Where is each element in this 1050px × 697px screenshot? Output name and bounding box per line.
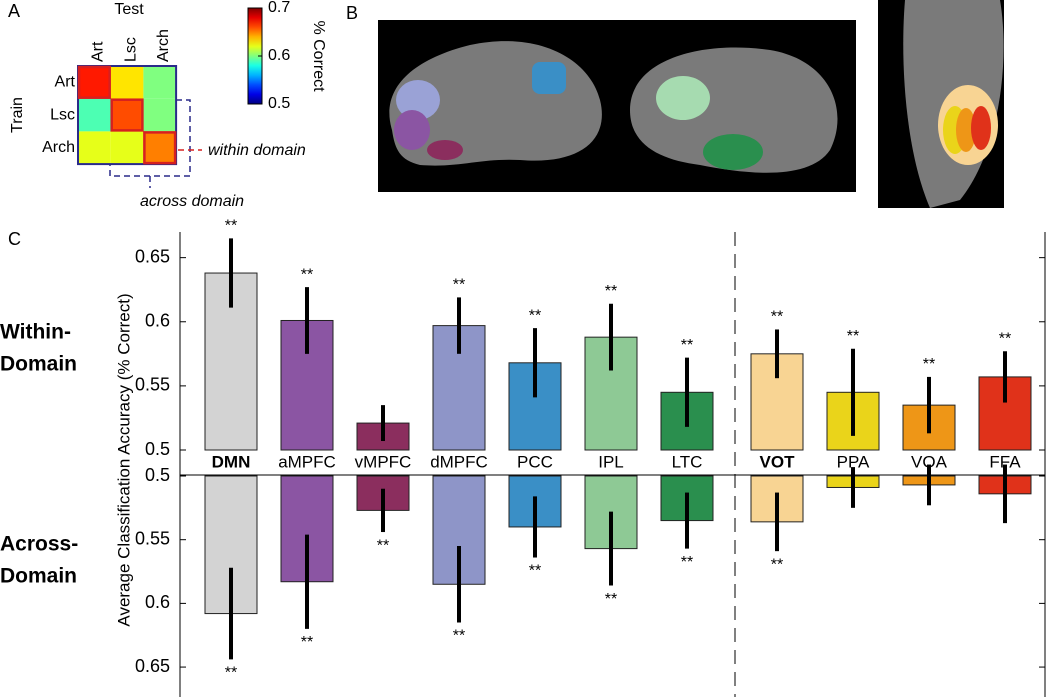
y-tick-label: Arch bbox=[42, 139, 75, 156]
heatmap-cell bbox=[143, 66, 177, 99]
significance: ** bbox=[377, 537, 389, 554]
x-tick-label: Lsc bbox=[122, 37, 139, 62]
significance: ** bbox=[301, 634, 313, 651]
colorbar-tick-label: 0.7 bbox=[268, 0, 290, 16]
y-tick-label: 0.6 bbox=[145, 311, 170, 331]
heatmap-cell bbox=[110, 98, 144, 132]
significance: ** bbox=[771, 556, 783, 573]
significance: ** bbox=[681, 554, 693, 571]
x-tick-label: PCC bbox=[517, 452, 553, 471]
x-tick-label: LTC bbox=[672, 452, 703, 471]
panel-label: C bbox=[8, 229, 21, 249]
brain-images bbox=[378, 0, 1004, 208]
x-tick-label: PPA bbox=[837, 452, 870, 471]
heatmap-cell bbox=[110, 66, 144, 99]
x-tick-label: vMPFC bbox=[355, 452, 412, 471]
significance: ** bbox=[453, 277, 465, 294]
diagonal-outline bbox=[143, 131, 177, 165]
panel-label: B bbox=[346, 3, 358, 23]
y-tick-label: 0.65 bbox=[135, 246, 170, 266]
y-tick-label: 0.55 bbox=[135, 528, 170, 548]
significance: ** bbox=[847, 328, 859, 345]
y-tick-label: Lsc bbox=[50, 106, 75, 123]
bracket bbox=[109, 99, 191, 188]
panel-row-label: Across- bbox=[0, 533, 78, 556]
significance: ** bbox=[453, 628, 465, 645]
panel-row-label: Domain bbox=[0, 353, 77, 376]
heatmap-cell bbox=[78, 66, 111, 99]
diagonal-outline bbox=[110, 98, 144, 132]
significance: ** bbox=[605, 283, 617, 300]
y-axis-label: Train bbox=[9, 97, 26, 133]
colorbar-tick-label: 0.5 bbox=[268, 95, 290, 112]
x-axis-label: Test bbox=[114, 1, 144, 18]
y-tick-label: 0.55 bbox=[135, 375, 170, 395]
annotation: within domain bbox=[208, 142, 306, 159]
significance: ** bbox=[771, 309, 783, 326]
x-tick-label: FFA bbox=[989, 452, 1021, 471]
y-tick-label: 0.65 bbox=[135, 656, 170, 676]
significance: ** bbox=[999, 330, 1011, 347]
x-tick-label: VOT bbox=[760, 452, 796, 471]
x-tick-label: dMPFC bbox=[430, 452, 488, 471]
frame bbox=[77, 65, 178, 166]
heatmap-cell bbox=[143, 98, 177, 132]
x-tick-label: IPL bbox=[598, 452, 624, 471]
y-axis-label: Average Classification Accuracy (% Corre… bbox=[114, 293, 133, 626]
significance: ** bbox=[681, 337, 693, 354]
y-tick-label: 0.5 bbox=[145, 465, 170, 485]
panel-row-label: Within- bbox=[0, 321, 71, 344]
significance: ** bbox=[923, 356, 935, 373]
significance: ** bbox=[225, 218, 237, 235]
heatmap-cell bbox=[78, 98, 111, 132]
diagonal-outline bbox=[77, 65, 111, 99]
significance: ** bbox=[529, 307, 541, 324]
heatmap-cell bbox=[110, 131, 144, 165]
y-tick-label: 0.6 bbox=[145, 592, 170, 612]
y-tick-label: 0.5 bbox=[145, 439, 170, 459]
colorbar-label: % Correct bbox=[310, 20, 327, 92]
colorbar-tick-label: 0.6 bbox=[268, 47, 290, 64]
panel-label: A bbox=[8, 1, 20, 21]
significance: ** bbox=[605, 591, 617, 608]
heatmap-cell bbox=[78, 131, 111, 165]
annotation: across domain bbox=[140, 193, 244, 210]
panel-row-label: Domain bbox=[0, 565, 77, 588]
significance: ** bbox=[529, 563, 541, 580]
y-tick-label: Art bbox=[55, 74, 76, 91]
x-tick-label: DMN bbox=[212, 452, 251, 471]
x-tick-label: Art bbox=[90, 41, 107, 62]
x-tick-label: VOA bbox=[911, 452, 948, 471]
x-tick-label: Arch bbox=[155, 29, 172, 62]
x-tick-label: aMPFC bbox=[278, 452, 336, 471]
significance: ** bbox=[301, 266, 313, 283]
heatmap-cell bbox=[143, 131, 177, 165]
significance: ** bbox=[225, 665, 237, 682]
